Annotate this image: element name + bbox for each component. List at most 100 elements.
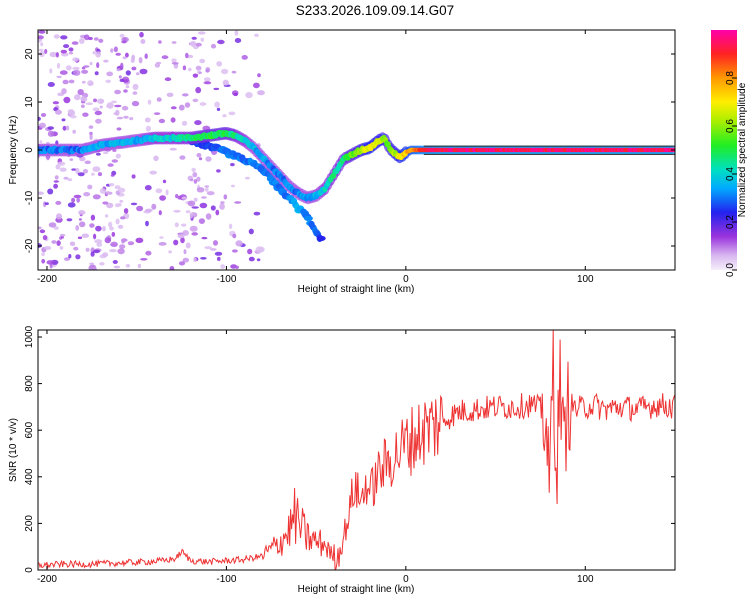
noise-speck [110,48,114,53]
y-tick-label: 20 [24,48,35,60]
noise-speck [231,70,237,74]
noise-speck [53,180,59,183]
noise-speck [198,71,202,75]
noise-speck [191,167,196,172]
noise-speck [144,185,152,191]
noise-speck [190,40,197,47]
noise-speck [73,246,79,251]
noise-speck [60,49,67,54]
noise-speck [89,61,93,66]
noise-speck [205,187,209,193]
noise-speck [122,56,127,60]
y-tick-label: 0 [24,147,35,153]
noise-speck [178,104,185,111]
noise-speck [38,191,44,195]
snr-frame [37,329,676,571]
noise-speck [114,104,122,108]
noise-speck [121,40,127,44]
noise-speck [194,120,202,126]
noise-speck [173,239,179,246]
spectrogram-noise [38,30,265,270]
noise-speck [65,65,72,71]
noise-speck [116,116,124,120]
noise-speck [81,66,86,70]
noise-speck [206,191,215,196]
noise-speck [93,249,101,254]
noise-speck [117,248,125,255]
noise-speck [185,52,189,59]
colorbar-tick-label: 0.6 [725,119,736,133]
noise-speck [205,67,211,73]
noise-speck [87,184,93,190]
noise-speck [56,75,62,79]
noise-speck [158,118,166,124]
noise-speck [177,233,185,239]
noise-speck [59,70,68,75]
noise-speck [102,225,106,232]
noise-speck [140,39,146,44]
noise-speck [47,188,54,195]
noise-speck [185,242,191,249]
noise-speck [164,77,172,82]
noise-speck [49,263,53,269]
noise-speck [159,236,164,239]
noise-speck [182,65,187,71]
spectrogram-y-label: Frequency (Hz) [8,116,19,185]
noise-speck [63,96,71,104]
noise-speck [200,37,205,42]
noise-speck [184,102,191,108]
noise-speck [137,263,142,269]
noise-speck [93,233,97,240]
noise-speck [131,100,140,107]
noise-speck [53,34,60,39]
noise-speck [40,113,47,117]
noise-speck [98,38,104,43]
noise-speck [82,168,89,174]
noise-speck [185,210,191,214]
noise-speck [125,52,129,58]
noise-speck [253,82,260,89]
noise-speck [59,167,67,172]
colorbar-gradient [711,30,737,270]
spectrogram-x-axis: -200 -100 0 100 [37,30,594,285]
noise-speck [74,94,81,101]
noise-speck [92,266,97,270]
y-tick-label: 10 [24,96,35,108]
noise-speck [153,112,161,115]
noise-speck [55,200,62,205]
noise-speck [196,176,201,182]
noise-speck [81,69,89,74]
noise-speck [220,264,226,269]
noise-speck [216,61,223,67]
noise-speck [171,62,179,65]
noise-speck [51,240,57,244]
snr-y-axis: 0 200 400 600 800 1000 [24,325,675,573]
noise-speck [254,33,259,37]
colorbar-tick-label: 0.2 [725,215,736,229]
noise-speck [136,72,140,76]
noise-speck [209,248,217,251]
chart-title: S233.2026.109.09.14.G07 [296,3,454,18]
noise-speck [121,105,129,111]
noise-speck [145,220,149,227]
noise-speck [204,81,212,85]
noise-speck [69,115,77,119]
x-tick-label: 0 [403,274,409,285]
noise-speck [119,78,125,82]
noise-speck [39,140,43,144]
colorbar: 0.0 0.2 0.4 0.6 0.8 Normalized spectral ampl… [711,30,748,277]
y-tick-label: 1000 [24,325,35,348]
noise-speck [130,202,138,206]
noise-speck [189,212,194,219]
noise-speck [106,202,114,209]
noise-speck [46,155,50,161]
noise-speck [72,69,81,76]
noise-speck [193,179,198,184]
noise-speck [216,169,221,173]
noise-speck [115,52,121,56]
noise-speck [105,191,111,195]
noise-speck [219,203,225,210]
noise-speck [116,127,122,131]
noise-speck [180,223,187,227]
noise-speck [117,224,124,229]
